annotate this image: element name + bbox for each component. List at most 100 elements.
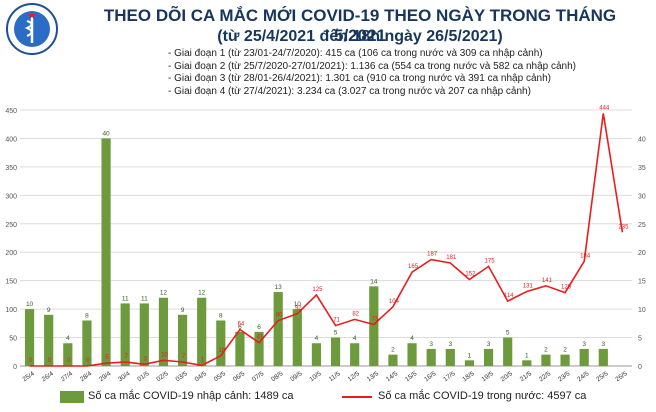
right-axis-tick-label: 35 bbox=[638, 165, 646, 172]
right-axis-tick-label: 20 bbox=[638, 250, 646, 257]
x-axis-tick-label: 16/5 bbox=[423, 370, 438, 383]
line-data-label: 181 bbox=[446, 255, 457, 261]
bar-data-label: 8 bbox=[219, 312, 223, 319]
bar-imported-cases bbox=[158, 297, 169, 366]
line-data-label: 165 bbox=[408, 264, 419, 270]
line-data-label: 92 bbox=[295, 306, 302, 312]
bar-imported-cases bbox=[503, 337, 513, 366]
x-axis-tick-label: 25/5 bbox=[595, 370, 610, 383]
bar-imported-cases bbox=[560, 354, 570, 366]
bar-data-label: 5 bbox=[334, 330, 338, 337]
bar-data-label: 2 bbox=[544, 347, 548, 354]
right-axis-tick-label: 30 bbox=[638, 193, 646, 200]
bar-imported-cases bbox=[311, 343, 322, 366]
line-data-label: 7 bbox=[182, 354, 186, 360]
right-axis-tick-label: 0 bbox=[638, 364, 642, 371]
line-domestic-cases bbox=[29, 113, 624, 367]
bar-data-label: 2 bbox=[391, 347, 395, 354]
bar-data-label: 12 bbox=[160, 290, 168, 297]
bar-imported-cases bbox=[541, 354, 551, 366]
line-data-label: 7 bbox=[125, 354, 129, 360]
left-axis-tick-label: 300 bbox=[5, 193, 17, 200]
bar-imported-cases bbox=[254, 331, 264, 366]
x-axis-tick-label: 24/5 bbox=[576, 370, 591, 383]
x-axis-tick-label: 28/4 bbox=[79, 370, 94, 383]
x-axis-tick-label: 26/4 bbox=[41, 370, 56, 383]
bar-imported-cases bbox=[63, 343, 73, 366]
bar-data-label: 4 bbox=[315, 335, 319, 342]
x-axis-tick-label: 10/5 bbox=[308, 370, 323, 383]
line-data-label: 82 bbox=[352, 311, 359, 317]
x-axis-tick-label: 18/5 bbox=[461, 370, 476, 383]
line-data-label: 444 bbox=[599, 105, 610, 111]
line-data-label: 152 bbox=[465, 272, 476, 278]
line-data-label: 175 bbox=[485, 258, 496, 264]
bar-imported-cases bbox=[388, 354, 398, 366]
left-axis-tick-label: 400 bbox=[5, 136, 17, 143]
x-axis-tick-label: 04/5 bbox=[194, 370, 209, 383]
left-axis-tick-label: 450 bbox=[5, 108, 17, 115]
x-axis-tick-label: 20/5 bbox=[500, 370, 515, 383]
line-data-label: 18 bbox=[218, 348, 225, 354]
phase-summary-list: Giai đoạn 1 (từ 23/01-24/7/2020): 415 ca… bbox=[168, 48, 576, 98]
bar-imported-cases bbox=[369, 286, 379, 366]
right-axis-tick-label: 25 bbox=[638, 222, 646, 229]
legend-label-imported: Số ca mắc COVID-19 nhập cảnh: 1489 ca bbox=[88, 390, 294, 402]
bar-imported-cases bbox=[273, 292, 283, 366]
x-axis-tick-label: 06/5 bbox=[232, 370, 247, 383]
bar-data-label: 10 bbox=[26, 301, 34, 308]
left-axis-tick-label: 250 bbox=[5, 222, 17, 229]
bar-imported-cases bbox=[101, 138, 111, 366]
bar-data-label: 9 bbox=[181, 307, 185, 314]
x-axis-tick-label: 07/5 bbox=[251, 370, 266, 383]
line-data-label: 80 bbox=[276, 312, 283, 318]
x-axis-tick-label: 09/5 bbox=[289, 370, 304, 383]
bar-data-label: 6 bbox=[238, 324, 242, 331]
left-axis-tick-label: 200 bbox=[5, 250, 17, 257]
chart-legend: Số ca mắc COVID-19 nhập cảnh: 1489 ca Số… bbox=[0, 386, 656, 408]
line-data-label: 41 bbox=[257, 335, 264, 341]
line-data-label: 0 bbox=[86, 358, 90, 364]
bar-data-label: 1 bbox=[468, 352, 472, 359]
line-data-label: 131 bbox=[523, 283, 534, 289]
bar-data-label: 3 bbox=[449, 341, 453, 348]
bar-data-label: 10 bbox=[294, 301, 302, 308]
line-data-label: 0 bbox=[67, 358, 71, 364]
bar-imported-cases bbox=[292, 309, 302, 366]
line-data-label: 114 bbox=[504, 293, 514, 299]
left-axis-tick-label: 50 bbox=[9, 336, 17, 343]
line-data-label: 64 bbox=[238, 322, 245, 328]
bar-imported-cases bbox=[44, 314, 54, 366]
bar-imported-cases bbox=[330, 337, 341, 366]
x-axis-tick-label: 13/5 bbox=[366, 370, 381, 383]
x-axis-tick-label: 22/5 bbox=[538, 370, 553, 383]
x-axis-tick-label: 29/4 bbox=[98, 370, 113, 383]
bar-data-label: 3 bbox=[429, 341, 433, 348]
bar-imported-cases bbox=[24, 309, 35, 366]
line-data-label: 10 bbox=[161, 352, 168, 358]
line-data-label: 5 bbox=[105, 355, 109, 361]
x-axis-tick-label: 26/5 bbox=[614, 370, 629, 383]
line-data-label: 187 bbox=[427, 252, 438, 258]
bar-imported-cases bbox=[445, 348, 455, 366]
bar-data-label: 8 bbox=[85, 312, 89, 319]
right-axis-tick-label: 10 bbox=[638, 307, 646, 314]
bar-imported-cases bbox=[216, 320, 226, 366]
right-axis-tick-label: 5 bbox=[638, 336, 642, 343]
left-axis-tick-label: 0 bbox=[13, 364, 17, 371]
bar-data-label: 3 bbox=[487, 341, 491, 348]
bar-data-label: 2 bbox=[563, 347, 567, 354]
bar-imported-cases bbox=[82, 320, 92, 366]
left-axis-tick-label: 350 bbox=[5, 165, 17, 172]
phase-4-summary: Giai đoạn 4 (từ 27/4/2021): 3.234 ca (3.… bbox=[168, 86, 576, 99]
x-axis-tick-label: 02/5 bbox=[155, 370, 170, 383]
ministry-logo bbox=[6, 3, 58, 55]
bar-data-label: 4 bbox=[353, 335, 357, 342]
x-axis-tick-label: 03/5 bbox=[175, 370, 190, 383]
x-axis-tick-label: 17/5 bbox=[442, 370, 457, 383]
right-axis-tick-label: 40 bbox=[638, 136, 646, 143]
line-data-label: 125 bbox=[312, 287, 323, 293]
x-axis-tick-label: 12/5 bbox=[347, 370, 362, 383]
line-data-label: 235 bbox=[618, 224, 629, 230]
line-data-label: 104 bbox=[389, 299, 400, 305]
